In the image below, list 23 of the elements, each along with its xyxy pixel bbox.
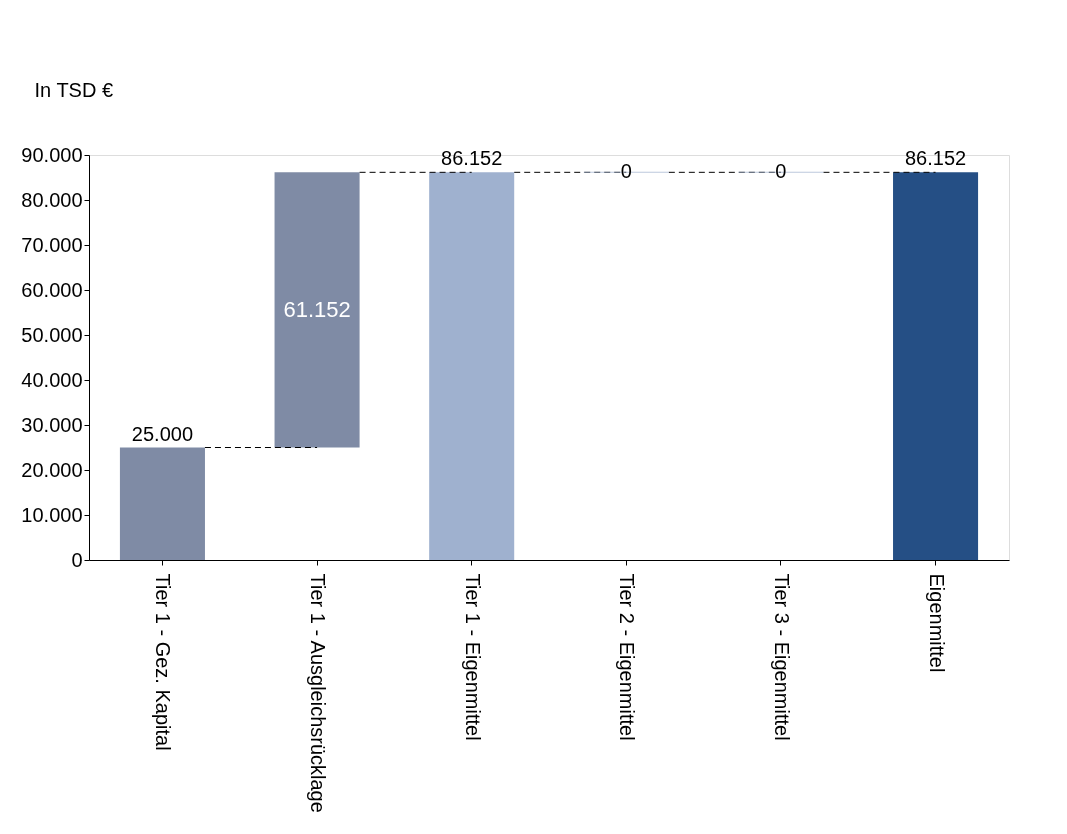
y-tick-label: 10.000 bbox=[21, 503, 83, 526]
x-tick-label: Tier 2 - Eigenmittel bbox=[616, 573, 639, 741]
x-tick-label: Eigenmittel bbox=[925, 573, 948, 673]
data-label: 0 bbox=[620, 160, 632, 183]
data-label: 25.000 bbox=[131, 422, 194, 445]
data-label: 86.152 bbox=[904, 147, 967, 170]
y-tick-label: 60.000 bbox=[21, 278, 83, 301]
x-tick-label: Tier 1 - Gez. Kapital bbox=[152, 573, 175, 751]
x-tick-label: Tier 3 - Eigenmittel bbox=[770, 573, 793, 741]
data-label: 86.152 bbox=[441, 147, 503, 170]
y-tick-label: 30.000 bbox=[21, 413, 83, 436]
y-tick-label: 20.000 bbox=[21, 458, 83, 481]
y-tick-label: 50.000 bbox=[21, 323, 83, 346]
x-tick-label: Tier 1 - Eigenmittel bbox=[461, 573, 484, 741]
x-tick-label: Tier 1 - Ausgleichsrücklage bbox=[307, 573, 330, 813]
data-label: 61.152 bbox=[283, 296, 351, 322]
y-tick-label: 70.000 bbox=[21, 233, 83, 256]
y-tick-label: 80.000 bbox=[21, 188, 83, 211]
data-label: 0 bbox=[775, 160, 787, 183]
y-axis-title: In TSD € bbox=[34, 78, 114, 101]
y-tick-label: 0 bbox=[71, 548, 83, 571]
y-tick-label: 90.000 bbox=[21, 143, 83, 166]
y-tick-label: 40.000 bbox=[21, 368, 83, 391]
